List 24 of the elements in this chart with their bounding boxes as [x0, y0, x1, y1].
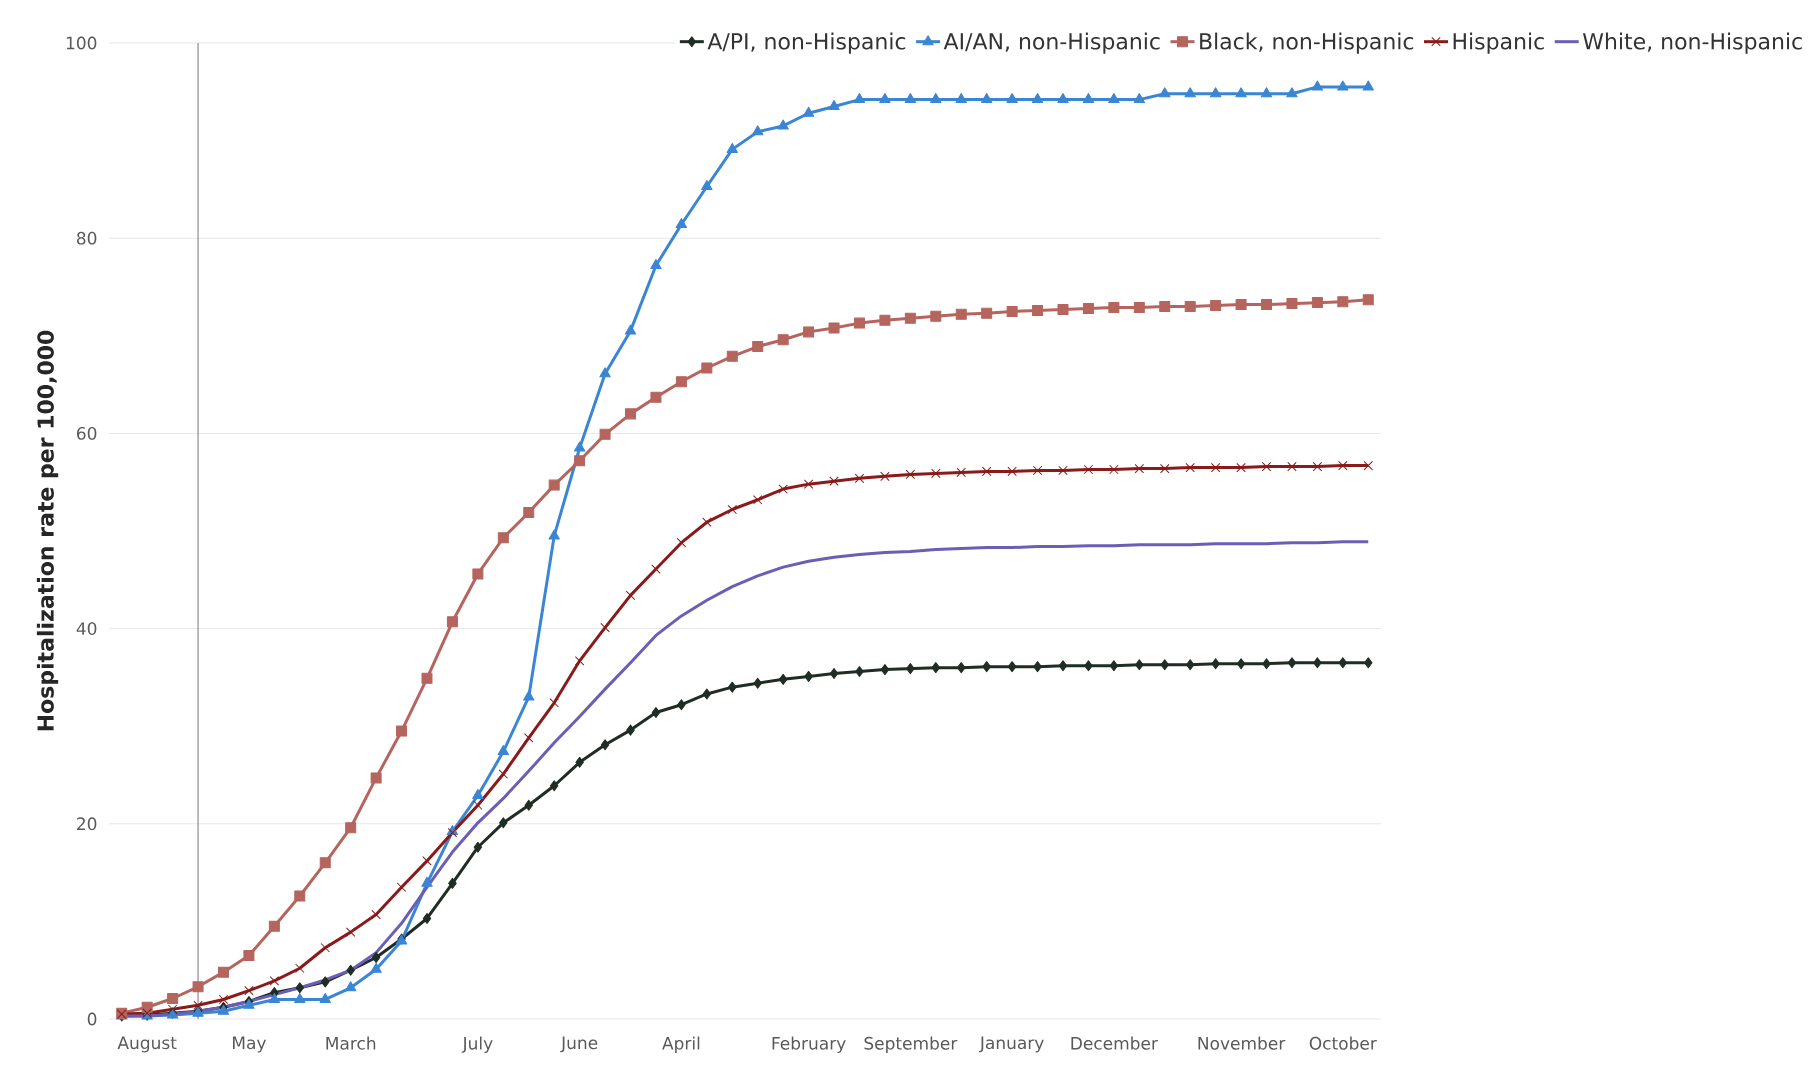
- y-tick-label: 60: [77, 426, 97, 440]
- x-tick-label: December: [1071, 1036, 1158, 1050]
- x-tick-label: June: [560, 1036, 598, 1053]
- x-tick-label: August: [117, 1036, 177, 1053]
- legend-label: AI/AN, non-Hispanic: [943, 32, 1160, 54]
- x-tick-label: October: [1309, 1036, 1377, 1050]
- legend-label: White, non-Hispanic: [1582, 32, 1802, 54]
- y-tick-label: 20: [77, 817, 97, 831]
- legend-label: Black, non-Hispanic: [1200, 32, 1414, 54]
- x-tick-label: September: [864, 1036, 958, 1053]
- legend-label: Hispanic: [1453, 32, 1544, 54]
- y-tick-label: 40: [76, 622, 97, 636]
- x-tick-label: February: [772, 1036, 846, 1053]
- y-tick-label: 0: [87, 1012, 97, 1026]
- y-axis-title: Hospitalization rate per 100,000: [36, 330, 59, 731]
- x-tick-label: July: [461, 1036, 493, 1053]
- x-tick-label: January: [979, 1036, 1044, 1053]
- x-tick-label: November: [1198, 1036, 1286, 1050]
- y-tick-label: 80: [77, 231, 97, 245]
- x-tick-label: May: [233, 1036, 266, 1053]
- x-tick-label: March: [326, 1036, 376, 1050]
- legend-label: A/PI, non-Hispanic: [707, 32, 906, 54]
- y-tick-label: 100: [66, 36, 97, 50]
- x-tick-label: April: [662, 1036, 700, 1053]
